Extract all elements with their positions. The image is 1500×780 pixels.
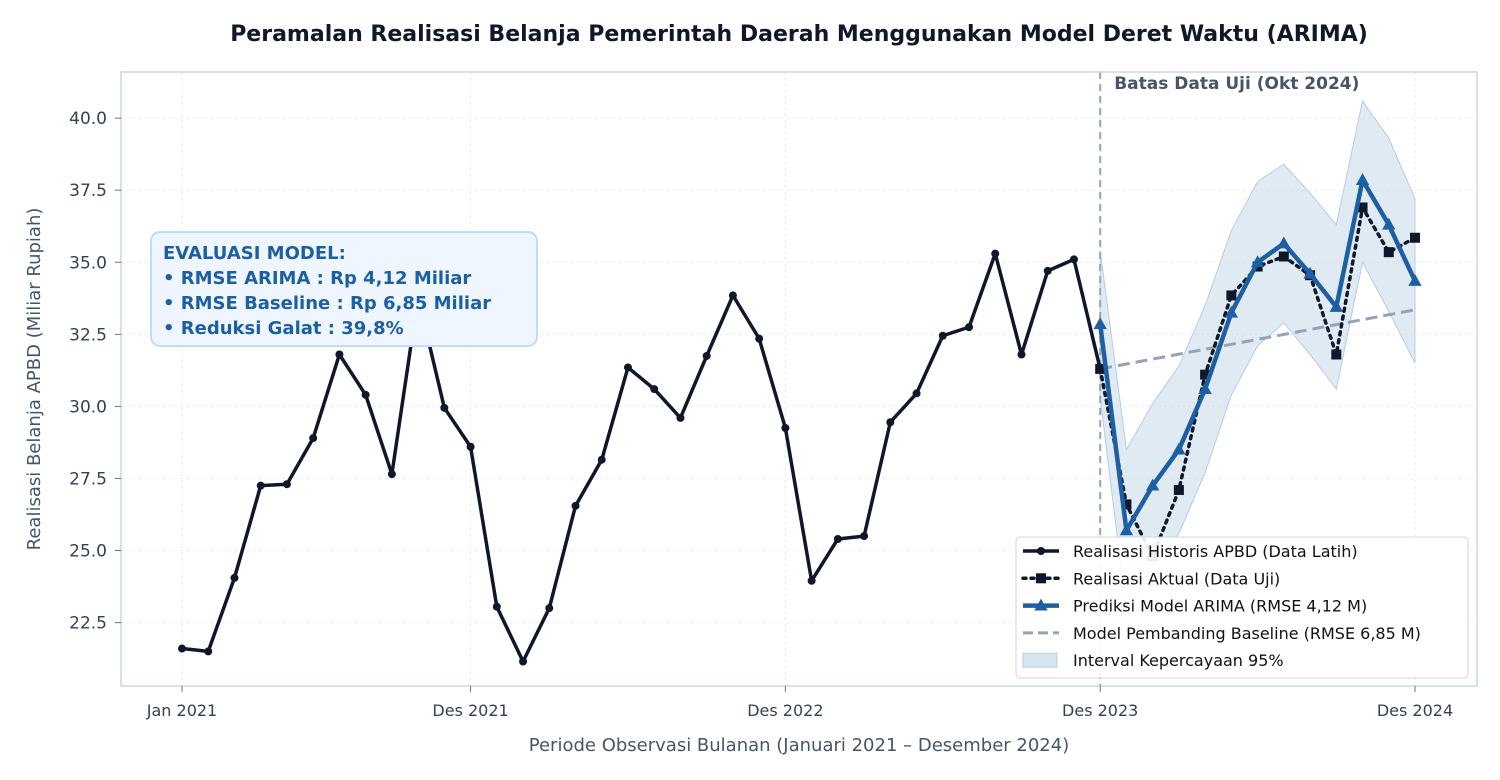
plot-frame	[120, 71, 1478, 687]
historical-point	[886, 418, 895, 427]
actual-point	[1173, 484, 1184, 495]
legend-marker-arima	[1034, 598, 1048, 611]
cutoff-marker: Batas Data Uji (Okt 2024)	[1099, 72, 1359, 686]
x-tick-label: Des 2022	[747, 701, 823, 720]
actual-point	[1278, 251, 1289, 262]
historical-point	[833, 534, 842, 543]
x-tick-label: Jan 2021	[146, 701, 217, 720]
evaluation-rmse-arima: • RMSE ARIMA : Rp 4,12 Miliar	[163, 268, 472, 289]
y-axis-label: Realisasi Belanja APBD (Miliar Rupiah)	[24, 208, 45, 551]
evaluation-rmse-baseline: • RMSE Baseline : Rp 6,85 Miliar	[163, 293, 492, 314]
historical-point	[991, 249, 1000, 258]
arima-prediction-point	[1329, 299, 1343, 312]
historical-point	[387, 470, 396, 479]
evaluation-heading: EVALUASI MODEL:	[163, 243, 346, 264]
x-tick-label: Des 2021	[432, 701, 508, 720]
historical-point	[623, 363, 632, 372]
historical-point	[256, 481, 265, 490]
legend-label: Realisasi Historis APBD (Data Latih)	[1073, 542, 1358, 561]
actual-point	[1200, 369, 1211, 380]
arima-prediction-point	[1119, 523, 1134, 536]
historical-point	[676, 413, 685, 422]
model-evaluation-box: EVALUASI MODEL: • RMSE ARIMA : Rp 4,12 M…	[150, 231, 538, 347]
historical-point	[335, 350, 344, 359]
arima-prediction-point	[1408, 273, 1422, 286]
y-tick-label: 25.0	[69, 542, 107, 562]
actual-point	[1410, 232, 1420, 243]
historical-point	[807, 576, 816, 585]
historical-point	[309, 434, 318, 443]
legend-label: Prediksi Model ARIMA (RMSE 4,12 M)	[1073, 597, 1367, 616]
historical-line	[181, 251, 1102, 664]
arima-prediction-point	[1146, 478, 1160, 491]
x-axis-label: Periode Observasi Bulanan (Januari 2021 …	[529, 735, 1069, 756]
arima-prediction-point	[1198, 382, 1212, 394]
historical-point	[938, 331, 947, 340]
y-tick-label: 22.5	[69, 614, 107, 634]
legend: Realisasi Historis APBD (Data Latih) Real…	[1015, 536, 1469, 679]
actual-point	[1121, 499, 1132, 510]
legend-label: Interval Kepercayaan 95%	[1073, 651, 1284, 670]
chart-title: Peramalan Realisasi Belanja Pemerintah D…	[230, 22, 1368, 47]
legend-marker-historical	[1037, 547, 1045, 555]
cutoff-label: Batas Data Uji (Okt 2024)	[1114, 74, 1359, 94]
x-tick-label: Des 2023	[1062, 701, 1138, 720]
historical-point	[702, 351, 711, 360]
legend-frame	[1015, 536, 1469, 679]
arima-prediction-point	[1355, 173, 1370, 185]
historical-point	[728, 291, 737, 300]
data-series	[178, 173, 1422, 666]
legend-marker-actual	[1036, 573, 1046, 584]
historical-point	[1017, 350, 1026, 359]
arima-prediction-point	[1382, 217, 1396, 230]
historical-point	[230, 573, 239, 582]
historical-point	[361, 390, 370, 399]
legend-label: Model Pembanding Baseline (RMSE 6,85 M)	[1073, 624, 1421, 643]
arima-prediction-point	[1277, 236, 1291, 249]
historical-point	[597, 455, 606, 464]
historical-point	[781, 424, 790, 433]
arima-prediction-point	[1303, 266, 1317, 279]
historical-point	[204, 647, 213, 656]
y-tick-label: 40.0	[69, 109, 107, 129]
arima-prediction-point	[1172, 442, 1186, 455]
historical-point	[860, 532, 869, 541]
historical-point	[519, 657, 528, 666]
historical-point	[492, 602, 501, 611]
y-tick-label: 27.5	[69, 469, 107, 489]
confidence-interval-band	[1099, 99, 1416, 613]
legend-swatch-interval	[1022, 652, 1058, 668]
actual-point	[1095, 363, 1106, 374]
historical-point	[440, 403, 449, 412]
confidence-interval	[1099, 99, 1416, 613]
historical-point	[650, 385, 659, 394]
actual-point	[1226, 290, 1237, 301]
historical-point	[912, 389, 921, 398]
historical-point	[755, 334, 764, 343]
historical-point	[178, 644, 186, 653]
y-axis: 22.5 25.0 27.5 30.0 32.5 35.0 37.5 40.0	[69, 109, 121, 634]
y-tick-label: 30.0	[69, 397, 107, 417]
x-axis: Jan 2021 Des 2021 Des 2022 Des 2023 Des 2024	[146, 686, 1453, 720]
historical-point	[571, 501, 580, 510]
historical-point	[466, 442, 475, 451]
arima-prediction-point	[1093, 317, 1107, 330]
historical-point	[282, 480, 291, 489]
historical-point	[1043, 266, 1052, 275]
actual-point	[1383, 247, 1394, 258]
historical-point	[1069, 255, 1078, 264]
historical-point	[965, 323, 974, 332]
evaluation-error-reduction: • Reduksi Galat : 39,8%	[163, 318, 404, 339]
actual-point	[1331, 349, 1342, 360]
y-tick-label: 35.0	[69, 253, 107, 273]
arima-prediction-point	[1250, 255, 1265, 268]
y-tick-label: 32.5	[69, 325, 107, 345]
y-tick-label: 37.5	[69, 181, 107, 201]
actual-point	[1357, 202, 1368, 213]
arima-prediction-point	[1224, 305, 1239, 318]
historical-point	[545, 604, 554, 613]
legend-label: Realisasi Aktual (Data Uji)	[1073, 569, 1280, 588]
x-tick-label: Des 2024	[1377, 701, 1453, 720]
